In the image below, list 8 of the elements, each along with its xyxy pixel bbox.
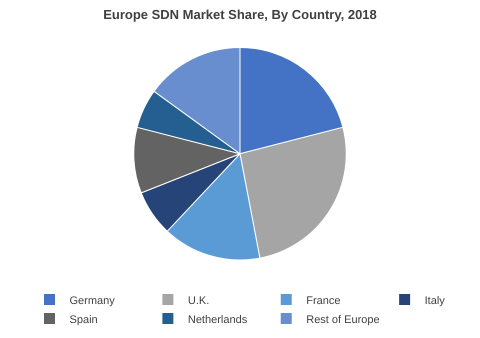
legend-label: Germany — [70, 294, 116, 307]
legend-label: Rest of Europe — [306, 314, 380, 326]
legend-label: Italy — [424, 294, 446, 307]
legend-label: U.K. — [188, 294, 210, 307]
legend-label: France — [306, 294, 340, 307]
legend-label: Spain — [70, 314, 98, 326]
chart-title: Europe SDN Market Share, By Country, 2018 — [103, 7, 377, 22]
legend-label: Netherlands — [188, 314, 248, 326]
